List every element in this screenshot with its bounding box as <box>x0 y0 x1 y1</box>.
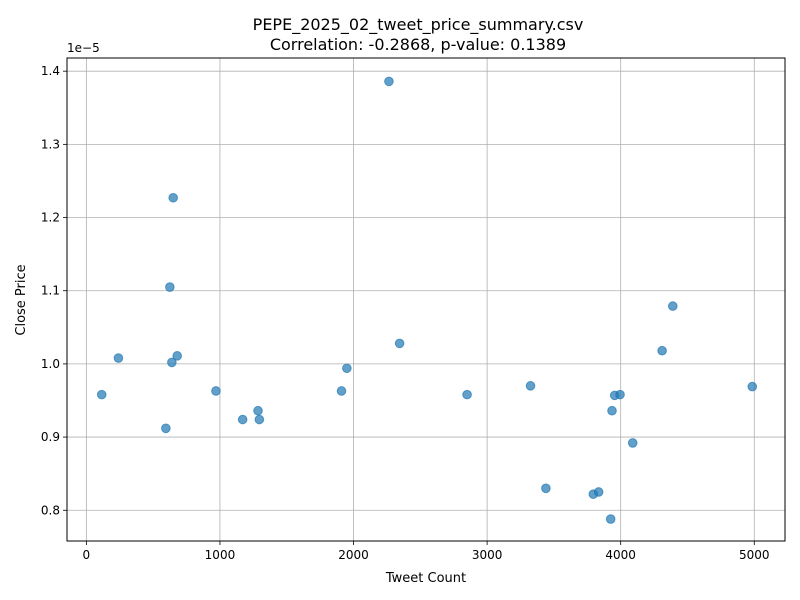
scatter-point <box>607 405 617 416</box>
y-tick-label: 1.2 <box>41 211 60 225</box>
scatter-point <box>172 351 183 361</box>
chart-subtitle: Correlation: -0.2868, p-value: 0.1389 <box>270 35 566 54</box>
scatter-point <box>627 438 638 448</box>
scatter-point <box>237 414 248 425</box>
x-tick-label: 4000 <box>605 548 636 562</box>
x-tick-label: 3000 <box>472 548 503 562</box>
scatter-point <box>541 483 551 494</box>
scatter-point <box>336 386 347 396</box>
x-tick-label: 5000 <box>739 548 770 562</box>
scatter-point <box>462 389 472 400</box>
axes-frame <box>66 57 786 542</box>
y-tick-label: 1.4 <box>41 64 60 78</box>
x-tick-label: 1000 <box>205 548 236 562</box>
x-tick-label: 0 <box>83 548 91 562</box>
x-axis-ticks: 0 1000 2000 3000 4000 5000 <box>83 541 770 562</box>
scatter-point <box>657 345 667 356</box>
scatter-point <box>667 301 678 311</box>
scatter-point <box>342 363 352 374</box>
y-axis-ticks: 0.8 0.9 1.0 1.1 1.2 1.3 1.4 <box>41 64 67 517</box>
scatter-point <box>211 386 221 396</box>
scatter-point <box>605 514 616 524</box>
scatter-point <box>165 282 175 292</box>
scatter-point <box>394 338 405 349</box>
y-tick-label: 1.3 <box>41 137 60 151</box>
grid-lines <box>67 58 785 541</box>
scatter-point <box>253 405 263 416</box>
x-axis-label: Tweet Count <box>385 571 466 586</box>
y-axis-label: Close Price <box>14 264 29 335</box>
scatter-point <box>168 192 178 203</box>
scatter-point <box>254 414 265 425</box>
x-tick-label: 2000 <box>338 548 369 562</box>
scatter-point <box>113 353 124 363</box>
scatter-point <box>167 357 177 368</box>
y-tick-label: 1.0 <box>41 357 60 371</box>
scatter-point <box>384 76 394 87</box>
scatter-point <box>96 389 107 400</box>
y-tick-label: 0.9 <box>41 430 60 444</box>
y-tick-label: 0.8 <box>41 503 60 517</box>
y-offset-label: 1e−5 <box>67 41 100 55</box>
scatter-point <box>525 381 536 391</box>
scatter-point <box>161 423 171 434</box>
scatter-point <box>593 487 604 497</box>
scatter-point <box>615 389 625 400</box>
chart-title: PEPE_2025_02_tweet_price_summary.csv <box>253 15 584 35</box>
scatter-point <box>747 381 758 392</box>
data-points <box>96 76 758 524</box>
y-tick-label: 1.1 <box>41 284 60 298</box>
